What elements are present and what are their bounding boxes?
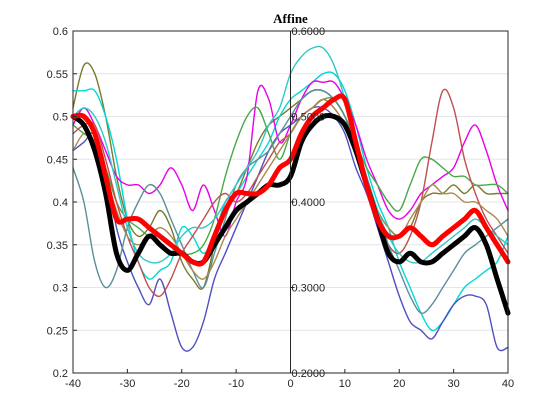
inner-y-tick-label: 0.5000 bbox=[292, 112, 326, 124]
y-tick-label: 0.45 bbox=[47, 154, 68, 166]
x-tick-label: -30 bbox=[119, 378, 135, 390]
inner-y-tick-label: 0.6000 bbox=[292, 26, 326, 38]
y-tick-label: 0.6 bbox=[53, 26, 68, 38]
y-tick-label: 0.3 bbox=[53, 283, 68, 295]
x-tick-label: 30 bbox=[448, 378, 460, 390]
y-tick-label: 0.55 bbox=[47, 69, 68, 81]
inner-y-tick-label: 0.3000 bbox=[292, 283, 326, 295]
y-tick-label: 0.2 bbox=[53, 368, 68, 380]
x-tick-label: -40 bbox=[65, 378, 81, 390]
x-tick-label: 40 bbox=[502, 378, 514, 390]
y-tick-label: 0.5 bbox=[53, 112, 68, 124]
inner-y-axis-ticks: 0.2000 0.3000 0.4000 0.5000 0.6000 bbox=[290, 26, 326, 380]
inner-y-tick-label: 0.4000 bbox=[292, 197, 326, 209]
y-axis-ticks: 0.2 0.25 0.3 0.35 0.4 0.45 0.5 0.55 0.6 bbox=[47, 26, 77, 380]
inner-y-tick-label: 0.2000 bbox=[292, 368, 326, 380]
x-tick-label: -10 bbox=[228, 378, 244, 390]
x-tick-label: 0 bbox=[287, 378, 293, 390]
x-axis-ticks: -40 -30 -20 -10 0 10 20 30 40 bbox=[65, 369, 514, 390]
y-tick-label: 0.4 bbox=[53, 197, 68, 209]
chart-title: Affine bbox=[273, 11, 308, 26]
x-tick-label: 20 bbox=[393, 378, 405, 390]
y-tick-label: 0.35 bbox=[47, 240, 68, 252]
y-tick-label: 0.25 bbox=[47, 325, 68, 337]
x-tick-label: -20 bbox=[174, 378, 190, 390]
x-tick-label: 10 bbox=[339, 378, 351, 390]
